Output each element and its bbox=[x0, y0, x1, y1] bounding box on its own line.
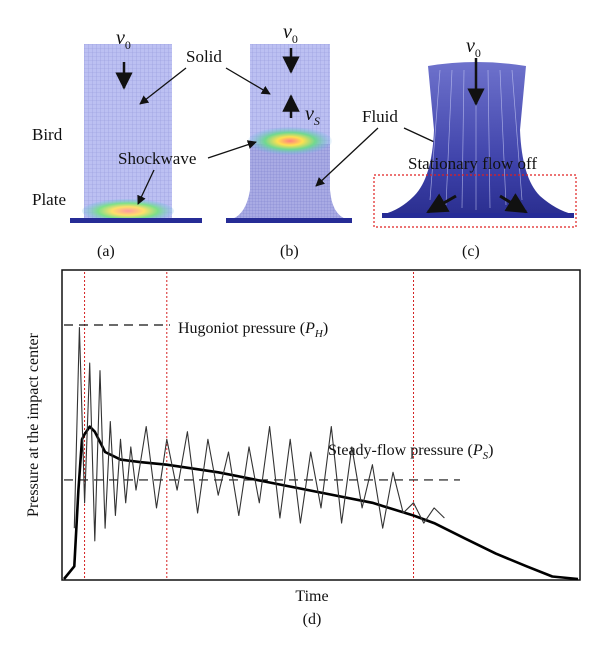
flow-arrow-right bbox=[499, 193, 528, 214]
velocity-label: v bbox=[466, 35, 475, 57]
svg-text:v0: v0 bbox=[116, 27, 131, 52]
hugoniot-label: Hugoniot pressure ( bbox=[178, 320, 305, 337]
averaged-pressure-curve bbox=[62, 425, 579, 581]
x-axis-label: Time bbox=[295, 588, 328, 605]
solid-pointer-b bbox=[225, 67, 271, 95]
shock-velocity-label: v bbox=[305, 103, 314, 125]
hugoniot-symbol: P bbox=[304, 320, 315, 337]
chart-layer bbox=[62, 272, 579, 581]
svg-text:v0: v0 bbox=[283, 21, 298, 46]
fluid-label: Fluid bbox=[362, 107, 398, 126]
velocity-label: v bbox=[283, 21, 292, 43]
hugoniot-close: ) bbox=[323, 320, 328, 337]
svg-text:Hugoniot pressure (PH): Hugoniot pressure (PH) bbox=[178, 320, 328, 340]
panel-a: v0 Bird Plate (a) bbox=[32, 27, 202, 260]
panel-c-caption: (c) bbox=[462, 243, 480, 260]
plate bbox=[226, 218, 352, 223]
stationary-flow-label: Stationary flow off bbox=[408, 154, 537, 173]
bird-label: Bird bbox=[32, 125, 63, 144]
plate bbox=[70, 218, 202, 223]
steady-close: ) bbox=[488, 442, 493, 459]
hugoniot-subscript: H bbox=[314, 328, 324, 340]
plate bbox=[382, 213, 574, 218]
steady-subscript: S bbox=[483, 450, 489, 462]
svg-text:Steady-flow pressure (PS): Steady-flow pressure (PS) bbox=[328, 442, 493, 462]
steady-label: Steady-flow pressure ( bbox=[328, 442, 473, 459]
bird-mesh bbox=[84, 44, 172, 220]
svg-text:vS: vS bbox=[305, 103, 320, 128]
velocity-label: v bbox=[116, 27, 125, 49]
plate-label: Plate bbox=[32, 190, 66, 209]
steady-symbol: P bbox=[472, 442, 483, 459]
shockwave-pointer-b bbox=[207, 140, 257, 159]
svg-text:v0: v0 bbox=[466, 35, 481, 60]
oscillating-pressure-curve bbox=[73, 326, 445, 542]
y-axis-label: Pressure at the impact center bbox=[25, 332, 42, 517]
fluid-spread bbox=[232, 140, 346, 219]
shockwave-pointer-a bbox=[137, 169, 155, 205]
shock-velocity-subscript: S bbox=[314, 114, 320, 128]
panel-a-caption: (a) bbox=[97, 243, 115, 260]
shared-annotations: Solid Shockwave Fluid bbox=[118, 47, 457, 205]
solid-pointer-a bbox=[139, 67, 187, 105]
velocity-subscript: 0 bbox=[292, 32, 298, 46]
shockwave-label: Shockwave bbox=[118, 149, 196, 168]
panel-b-caption: (b) bbox=[280, 243, 299, 260]
velocity-subscript: 0 bbox=[475, 46, 481, 60]
flow-arrow-left bbox=[426, 193, 457, 214]
panel-d-chart: Hugoniot pressure (PH) Steady-flow press… bbox=[25, 269, 581, 628]
shockwave-region bbox=[248, 127, 332, 155]
panel-b: v0 vS (b) bbox=[226, 21, 352, 260]
solid-label: Solid bbox=[186, 47, 222, 66]
velocity-subscript: 0 bbox=[125, 38, 131, 52]
fluid-pointer-b bbox=[315, 127, 379, 187]
stationary-flow-box bbox=[373, 174, 577, 228]
panel-d-caption: (d) bbox=[303, 611, 322, 628]
shockwave-region bbox=[82, 199, 174, 223]
chart-frame bbox=[61, 269, 581, 581]
panel-c: v0 Stationary flow off (c) bbox=[373, 35, 577, 260]
fluid-spread bbox=[384, 62, 572, 214]
